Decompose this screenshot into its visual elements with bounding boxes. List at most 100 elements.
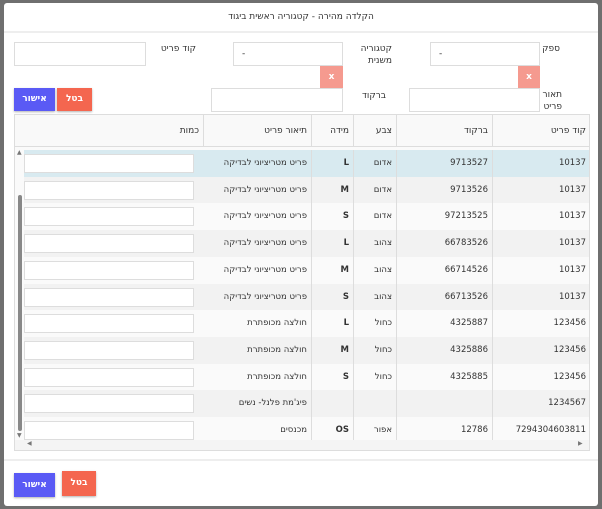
cell-size: L	[312, 230, 354, 258]
col-header-color: צבע	[354, 115, 397, 147]
cell-size: OS	[312, 417, 354, 444]
quantity-input[interactable]	[24, 260, 194, 280]
table-row[interactable]: 10137 66713526 צהוב S פריט מטריציוני לבדיקה	[24, 283, 589, 311]
cell-barcode: 12786	[397, 417, 493, 444]
col-header-barcode: ברקוד	[397, 115, 493, 147]
col-header-item-code: קוד פריט	[493, 115, 589, 147]
quantity-input[interactable]	[24, 180, 194, 200]
item-code-input[interactable]	[14, 42, 146, 66]
quantity-input[interactable]	[24, 287, 194, 307]
supplier-label: ספק	[542, 44, 560, 54]
cell-item-code: 123456	[493, 310, 589, 337]
subcategory-label: קטגוריה משנית	[360, 44, 392, 66]
cell-item-code: 10137	[493, 284, 589, 311]
cell-item-code: 123456	[493, 337, 589, 364]
items-table: קוד פריט ברקוד צבע מידה תיאור פריט כמות …	[14, 114, 590, 451]
cell-color: כחול	[354, 363, 397, 391]
table-row[interactable]: 10137 9713526 אדום M פריט מטריציוני לבדיקה	[24, 176, 589, 204]
cell-barcode: 97213525	[397, 203, 493, 231]
cell-item-code: 10137	[493, 177, 589, 204]
table-row[interactable]: 7294304603811 12786 אפור OS מכנסים	[24, 417, 589, 444]
scroll-down-arrow-icon[interactable]: ▼	[17, 432, 22, 439]
cell-barcode: 4325885	[397, 363, 493, 391]
item-code-label: קוד פריט	[160, 44, 196, 54]
quantity-input[interactable]	[24, 314, 194, 334]
cell-barcode: 9713526	[397, 176, 493, 204]
cell-description: מכנסים	[204, 417, 312, 444]
cell-color: צהוב	[354, 256, 397, 284]
table-row[interactable]: 10137 66714526 צהוב M פריט מטריציוני לבדיקה	[24, 256, 589, 284]
cell-item-code: 1234567	[493, 390, 589, 417]
cell-size: S	[312, 283, 354, 311]
cell-barcode: 4325886	[397, 336, 493, 364]
scroll-up-arrow-icon[interactable]: ▲	[17, 149, 22, 156]
quantity-input[interactable]	[24, 421, 194, 440]
footer-cancel-button[interactable]: בטל	[62, 471, 96, 496]
quick-entry-modal: הקלדה מהירה - קטגוריה ראשית ביגוד ספק - …	[4, 3, 598, 506]
cell-color: אפור	[354, 417, 397, 444]
cell-item-code: 10137	[493, 257, 589, 284]
cell-color: צהוב	[354, 283, 397, 311]
cell-barcode: 4325887	[397, 310, 493, 338]
quantity-input[interactable]	[24, 394, 194, 414]
quantity-input[interactable]	[24, 207, 194, 227]
table-row[interactable]: 123456 4325885 כחול S חולצה מכופתרת	[24, 363, 589, 391]
clear-supplier-button[interactable]: x	[518, 66, 540, 88]
quantity-input[interactable]	[24, 340, 194, 360]
cell-color: אדום	[354, 176, 397, 204]
barcode-label: ברקוד	[361, 91, 386, 101]
cell-item-code: 7294304603811	[493, 417, 589, 444]
cell-barcode: 66783526	[397, 230, 493, 258]
cell-size: M	[312, 176, 354, 204]
confirm-button[interactable]: אישור	[14, 88, 55, 111]
cell-size	[312, 390, 354, 418]
cell-color	[354, 390, 397, 418]
modal-title: הקלדה מהירה - קטגוריה ראשית ביגוד	[4, 3, 598, 33]
cell-description: פריט מטריציוני לבדיקה	[204, 256, 312, 284]
cell-description: פריט מטריציוני לבדיקה	[204, 203, 312, 231]
cell-size: L	[312, 310, 354, 338]
cell-color: כחול	[354, 336, 397, 364]
cell-barcode: 66714526	[397, 256, 493, 284]
cell-description: פיג'מת פלנל- נשים	[204, 390, 312, 418]
cell-color: צהוב	[354, 230, 397, 258]
cell-item-code: 123456	[493, 364, 589, 391]
footer-divider	[4, 459, 598, 461]
cell-description: פריט מטריציוני לבדיקה	[204, 176, 312, 204]
col-header-description: תיאור פריט	[204, 115, 312, 147]
table-row[interactable]: 10137 9713527 אדום L פריט מטריציוני לבדיקה	[24, 150, 589, 177]
quantity-input[interactable]	[24, 234, 194, 254]
cell-description: פריט מטריציוני לבדיקה	[204, 150, 312, 177]
clear-subcategory-button[interactable]: x	[320, 66, 343, 88]
table-row[interactable]: 1234567 פיג'מת פלנל- נשים	[24, 390, 589, 418]
vertical-scrollbar[interactable]: ▲ ▼	[17, 149, 23, 439]
table-row[interactable]: 10137 66783526 צהוב L פריט מטריציוני לבדיקה	[24, 230, 589, 258]
quantity-input[interactable]	[24, 154, 194, 173]
supplier-select[interactable]: -	[430, 42, 540, 66]
subcategory-select[interactable]: -	[233, 42, 343, 66]
scroll-left-arrow-icon[interactable]: ◀	[27, 440, 32, 447]
table-row[interactable]: 123456 4325886 כחול M חולצה מכופתרת	[24, 336, 589, 364]
cell-color: אדום	[354, 203, 397, 231]
footer-confirm-button[interactable]: אישור	[14, 473, 55, 497]
cancel-button[interactable]: בטל	[57, 88, 92, 111]
cell-item-code: 10137	[493, 230, 589, 257]
cell-barcode: 9713527	[397, 150, 493, 177]
cell-item-code: 10137	[493, 203, 589, 230]
scroll-right-arrow-icon[interactable]: ▶	[578, 440, 583, 447]
table-row[interactable]: 10137 97213525 אדום S פריט מטריציוני לבדיקה	[24, 203, 589, 231]
item-desc-input[interactable]	[409, 88, 540, 112]
table-row[interactable]: 123456 4325887 כחול L חולצה מכופתרת	[24, 310, 589, 338]
cell-barcode	[397, 390, 493, 418]
scrollbar-thumb[interactable]	[18, 195, 22, 431]
col-header-size: מידה	[312, 115, 354, 147]
cell-description: חולצה מכופתרת	[204, 336, 312, 364]
barcode-input[interactable]	[211, 88, 343, 112]
cell-size: M	[312, 336, 354, 364]
cell-size: S	[312, 363, 354, 391]
horizontal-scrollbar[interactable]: ◀ ▶	[15, 440, 589, 450]
cell-color: כחול	[354, 310, 397, 338]
cell-size: M	[312, 256, 354, 284]
cell-size: S	[312, 203, 354, 231]
quantity-input[interactable]	[24, 367, 194, 387]
